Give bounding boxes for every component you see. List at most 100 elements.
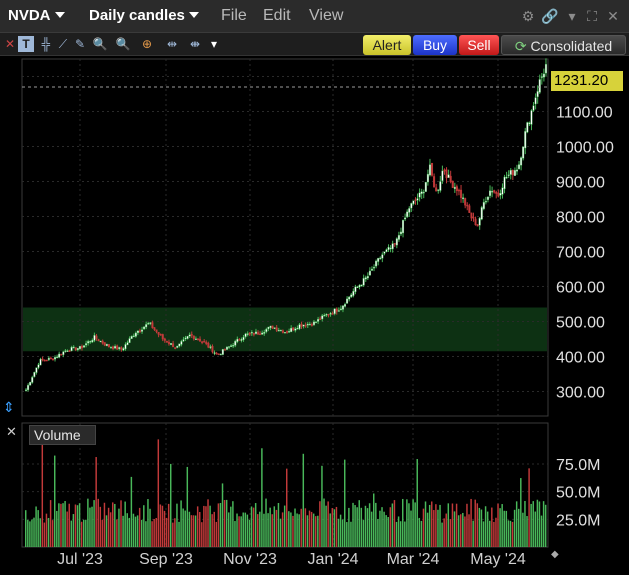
volume-bar [304,508,307,547]
candle-body [261,332,264,335]
candle-body [337,310,340,312]
candle-body [250,332,253,334]
candle-body [387,247,390,250]
volume-bar [317,515,319,547]
candle-body [244,333,247,337]
close-icon[interactable]: ✕ [4,37,16,51]
refresh-icon: ⟳ [514,38,527,54]
buy-button[interactable]: Buy [413,35,457,55]
chevron-down-icon[interactable]: ▾ [568,8,576,24]
volume-bar [507,520,510,547]
volume-bar [536,499,539,547]
pen-tool-icon[interactable]: ✎ [74,37,86,51]
volume-chart[interactable]: 75.0M 50.0M 25.0M Jul '23 Sep '23 Nov '23 Jan… [0,418,629,575]
volume-bar [103,502,106,547]
volume-bar [509,520,512,547]
gear-icon[interactable]: ⚙ [521,8,535,24]
dropdown-icon[interactable]: ▾ [210,37,218,51]
menu-file[interactable]: File [221,7,247,24]
volume-bar [439,504,441,547]
menu-edit[interactable]: Edit [263,7,291,24]
candle-body [136,330,139,334]
candle-body [486,196,489,200]
candle-body [248,333,251,335]
volume-bar [122,515,124,547]
candle-body [373,266,376,269]
volume-bar [29,521,31,547]
volume-bar [112,502,114,547]
price-chart[interactable]: 1200.001100.001000.00900.00800.00700.006… [0,56,629,418]
volume-bar [435,504,437,547]
candle-body [170,343,173,345]
expand-arrow-icon[interactable]: ⇕ [3,399,15,415]
symbol-selector[interactable]: NVDA [8,7,65,24]
volume-bar [437,509,439,547]
candle-body [389,247,392,250]
candle-body [33,372,36,377]
menu-view[interactable]: View [309,7,344,24]
sell-button[interactable]: Sell [459,35,499,55]
split-icon[interactable]: ⇼ [189,37,201,51]
candle-body [97,339,100,342]
volume-bar [327,501,329,547]
candle-body [43,359,46,362]
volume-bar [497,503,499,547]
candle-body [124,344,127,350]
candle-body [132,335,135,337]
candle-body [114,346,117,349]
link-icon[interactable]: 🔗 [541,8,559,24]
candle-body [495,192,498,194]
volume-bar [329,513,331,547]
candle-body [60,354,63,356]
volume-bar [449,519,452,547]
candle-body [151,322,154,328]
close-icon[interactable]: ✕ [607,8,619,24]
volume-bar [76,505,79,547]
volume-bar [25,510,27,547]
volume-bar [141,519,143,547]
volume-bar [151,521,153,547]
candle-body [101,340,104,344]
volume-bar [281,512,284,547]
volume-bar [85,519,87,547]
x-tick-label: Jan '24 [307,551,358,568]
candle-body [76,348,79,351]
candle-body [304,325,307,327]
volume-bar [358,500,360,547]
candle-body [109,347,112,349]
line-tool-icon[interactable]: ⟋ [58,37,68,51]
candle-body [453,186,456,189]
candle-body [296,328,299,330]
alert-button[interactable]: Alert [363,35,411,55]
expand-icon[interactable]: ⛶ [587,8,597,24]
zoom-in-icon[interactable]: 🔍 [92,37,108,51]
candle-body [321,315,324,320]
bar-tool-icon[interactable]: ╬ [41,37,51,51]
candle-body [120,347,123,350]
chart-type-label: Daily candles [89,7,185,24]
volume-bar [180,500,182,547]
candle-body [263,332,266,334]
candle-body [480,207,483,220]
volume-bar [528,468,530,547]
volume-bar [70,520,73,547]
consolidated-button[interactable]: ⟳ Consolidated [501,35,626,55]
volume-bar [360,507,363,547]
chart-type-selector[interactable]: Daily candles [89,7,199,24]
pan-icon[interactable]: ⇹ [166,37,178,51]
price-y-tick-label: 600.00 [556,280,605,297]
volume-bar [441,522,443,547]
volume-bar [93,500,95,547]
scroll-right-icon[interactable]: ◆ [551,549,559,560]
candle-body [91,339,94,343]
crosshair-icon[interactable]: ⊕ [141,37,153,51]
zoom-out-icon[interactable]: 🔍 [115,37,131,51]
candle-body [511,170,514,176]
candle-body [134,332,137,337]
volume-bar [145,521,147,547]
candle-body [31,377,34,383]
candle-body [368,270,371,276]
text-tool-icon[interactable]: T [18,36,34,52]
close-volume-icon[interactable]: ✕ [6,424,17,439]
volume-bar [99,506,102,547]
